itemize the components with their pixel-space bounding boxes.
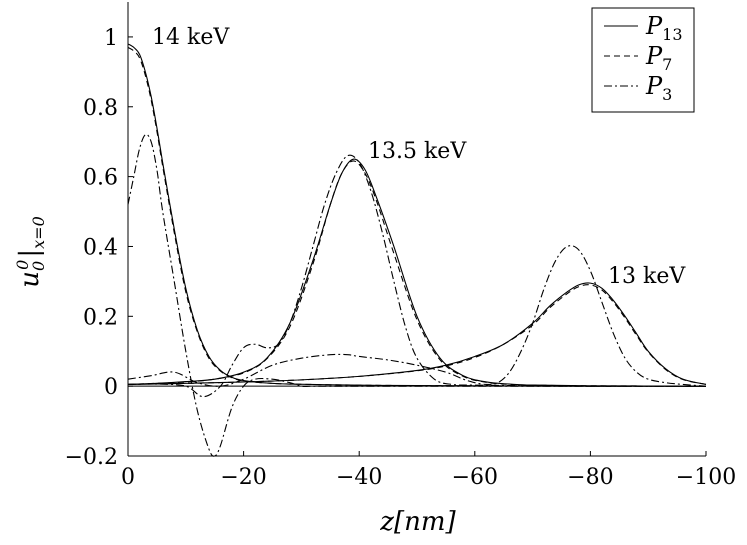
series-line-13-kevsolid [127,282,707,385]
legend-label-sub: 13 [662,25,682,44]
y-axis-label-sup: 0 [13,260,32,270]
y-axis-label-bar: | [15,249,45,258]
y-tick-label: −0.2 [65,445,118,470]
y-tick-label: 0.4 [83,235,118,260]
x-tick-label: −60 [452,465,498,490]
series-line-13-kevdashed [127,284,707,385]
series-line-13-kevdashdot [127,245,707,387]
legend-label: P7 [645,42,672,74]
x-tick-label: −20 [220,465,266,490]
legend-box [591,7,695,113]
y-axis-label-base: u [15,271,45,288]
series-line-13-5-kevdashdot [127,154,707,398]
legend-label: P13 [645,12,683,44]
x-tick-label: −100 [676,465,736,490]
y-tick-label: 0.2 [83,305,118,330]
ticks-layer: 0 −20 −40 −60 −80 −100−0.200.20.40.60.81 [65,26,737,490]
legend-label-base: P [645,72,663,100]
x-tick-label: −40 [336,465,382,490]
annotation-14kev: 14 keV [152,25,230,50]
svg-text:u00|x=0: u00 |x=0 [13,216,48,288]
series-line-14-kevdashed [127,46,707,387]
legend-label: P3 [645,72,672,104]
x-axis-label: z[nm] [379,507,456,537]
annotation-13-5kev: 13.5 keV [368,139,467,164]
legend-label-sub: 7 [662,55,672,74]
y-tick-label: 0 [104,375,118,400]
series-line-14-kevsolid [127,43,707,387]
y-axis-label: u00 |x=0 [13,216,48,288]
x-tick-label: 0 [121,465,135,490]
axes-layer [127,2,706,457]
legend-label-base: P [645,12,663,40]
legend-label-base: P [645,42,663,70]
legend-label-sub: 3 [662,85,672,104]
y-tick-label: 1 [104,26,118,51]
y-axis-label-sub: 0 [29,261,48,271]
series-line-14-kevdashdot [127,133,706,457]
y-tick-label: 0.8 [83,96,118,121]
annotation-13kev: 13 keV [608,264,686,289]
y-tick-label: 0.6 [83,166,118,191]
x-tick-label: −80 [567,465,613,490]
y-axis-label-cond: x=0 [29,216,48,249]
